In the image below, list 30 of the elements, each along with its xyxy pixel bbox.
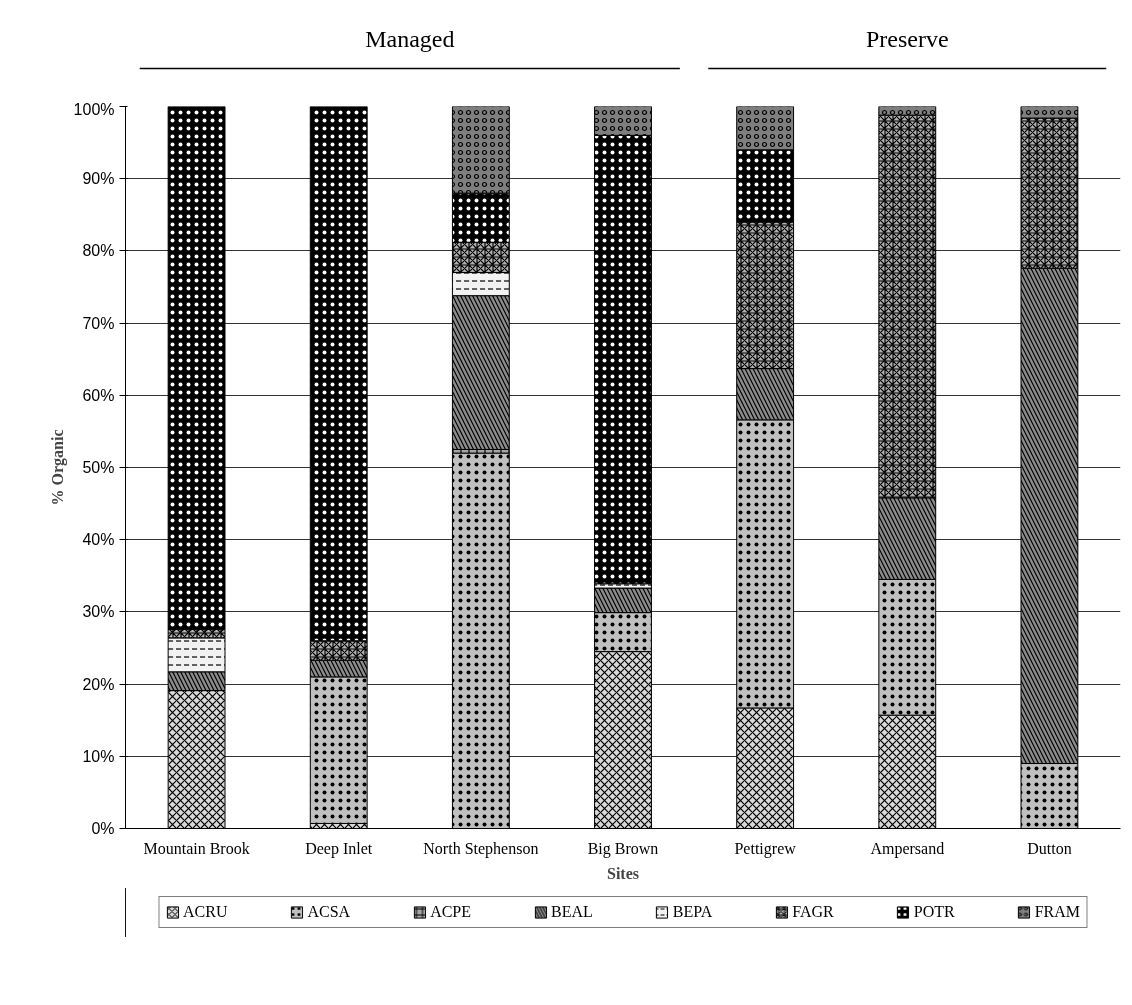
y-axis-title: % Organic [48, 429, 67, 506]
x-tick-label: Big Brown [587, 839, 659, 858]
legend-label: ACRU [182, 903, 228, 921]
y-tick-label: 30% [82, 603, 115, 621]
y-tick-label: 50% [82, 459, 115, 476]
x-tick-label: North Stephenson [423, 839, 539, 858]
legend-label: POTR [913, 903, 955, 921]
x-tick-label: Pettigrew [734, 839, 797, 858]
x-axis-title: Sites [607, 864, 639, 882]
x-tick-label: Mountain Brook [143, 839, 250, 857]
legend-label: BEAL [551, 903, 593, 921]
legend-label: BEPA [672, 903, 713, 921]
y-tick-label: 90% [82, 170, 115, 188]
x-tick-label: Ampersand [870, 839, 945, 858]
legend-label: ACPE [430, 903, 472, 921]
legend-label: FRAM [1034, 903, 1081, 921]
y-tick-label: 100% [73, 100, 115, 118]
y-tick-label: 80% [82, 242, 115, 260]
x-tick-label: Deep Inlet [305, 839, 373, 858]
y-tick-label: 0% [91, 820, 115, 837]
y-tick-label: 60% [82, 386, 115, 404]
text: Preserve [865, 25, 949, 52]
text: Managed [365, 25, 455, 52]
legend-label: ACSA [307, 903, 351, 921]
y-tick-label: 20% [82, 675, 115, 693]
y-tick-label: 10% [82, 747, 115, 765]
y-tick-label: 70% [82, 314, 115, 332]
legend-label: FAGR [792, 903, 834, 921]
y-tick-label: 40% [82, 531, 115, 549]
x-tick-label: Dutton [1027, 839, 1072, 857]
